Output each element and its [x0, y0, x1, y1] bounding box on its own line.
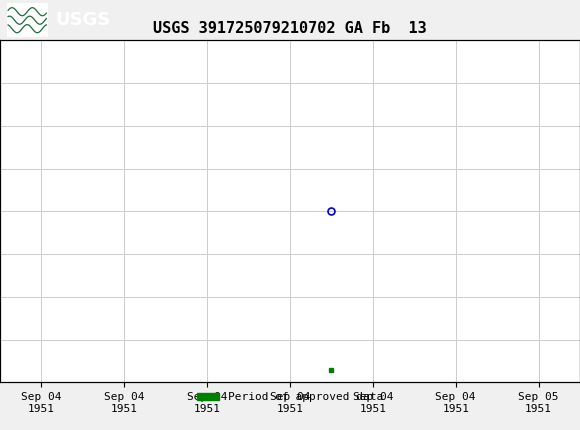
Title: USGS 391725079210702 GA Fb  13: USGS 391725079210702 GA Fb 13 [153, 22, 427, 37]
Legend: Period of approved data: Period of approved data [193, 388, 387, 407]
Bar [7, 3, 48, 37]
Text: USGS: USGS [55, 11, 110, 29]
